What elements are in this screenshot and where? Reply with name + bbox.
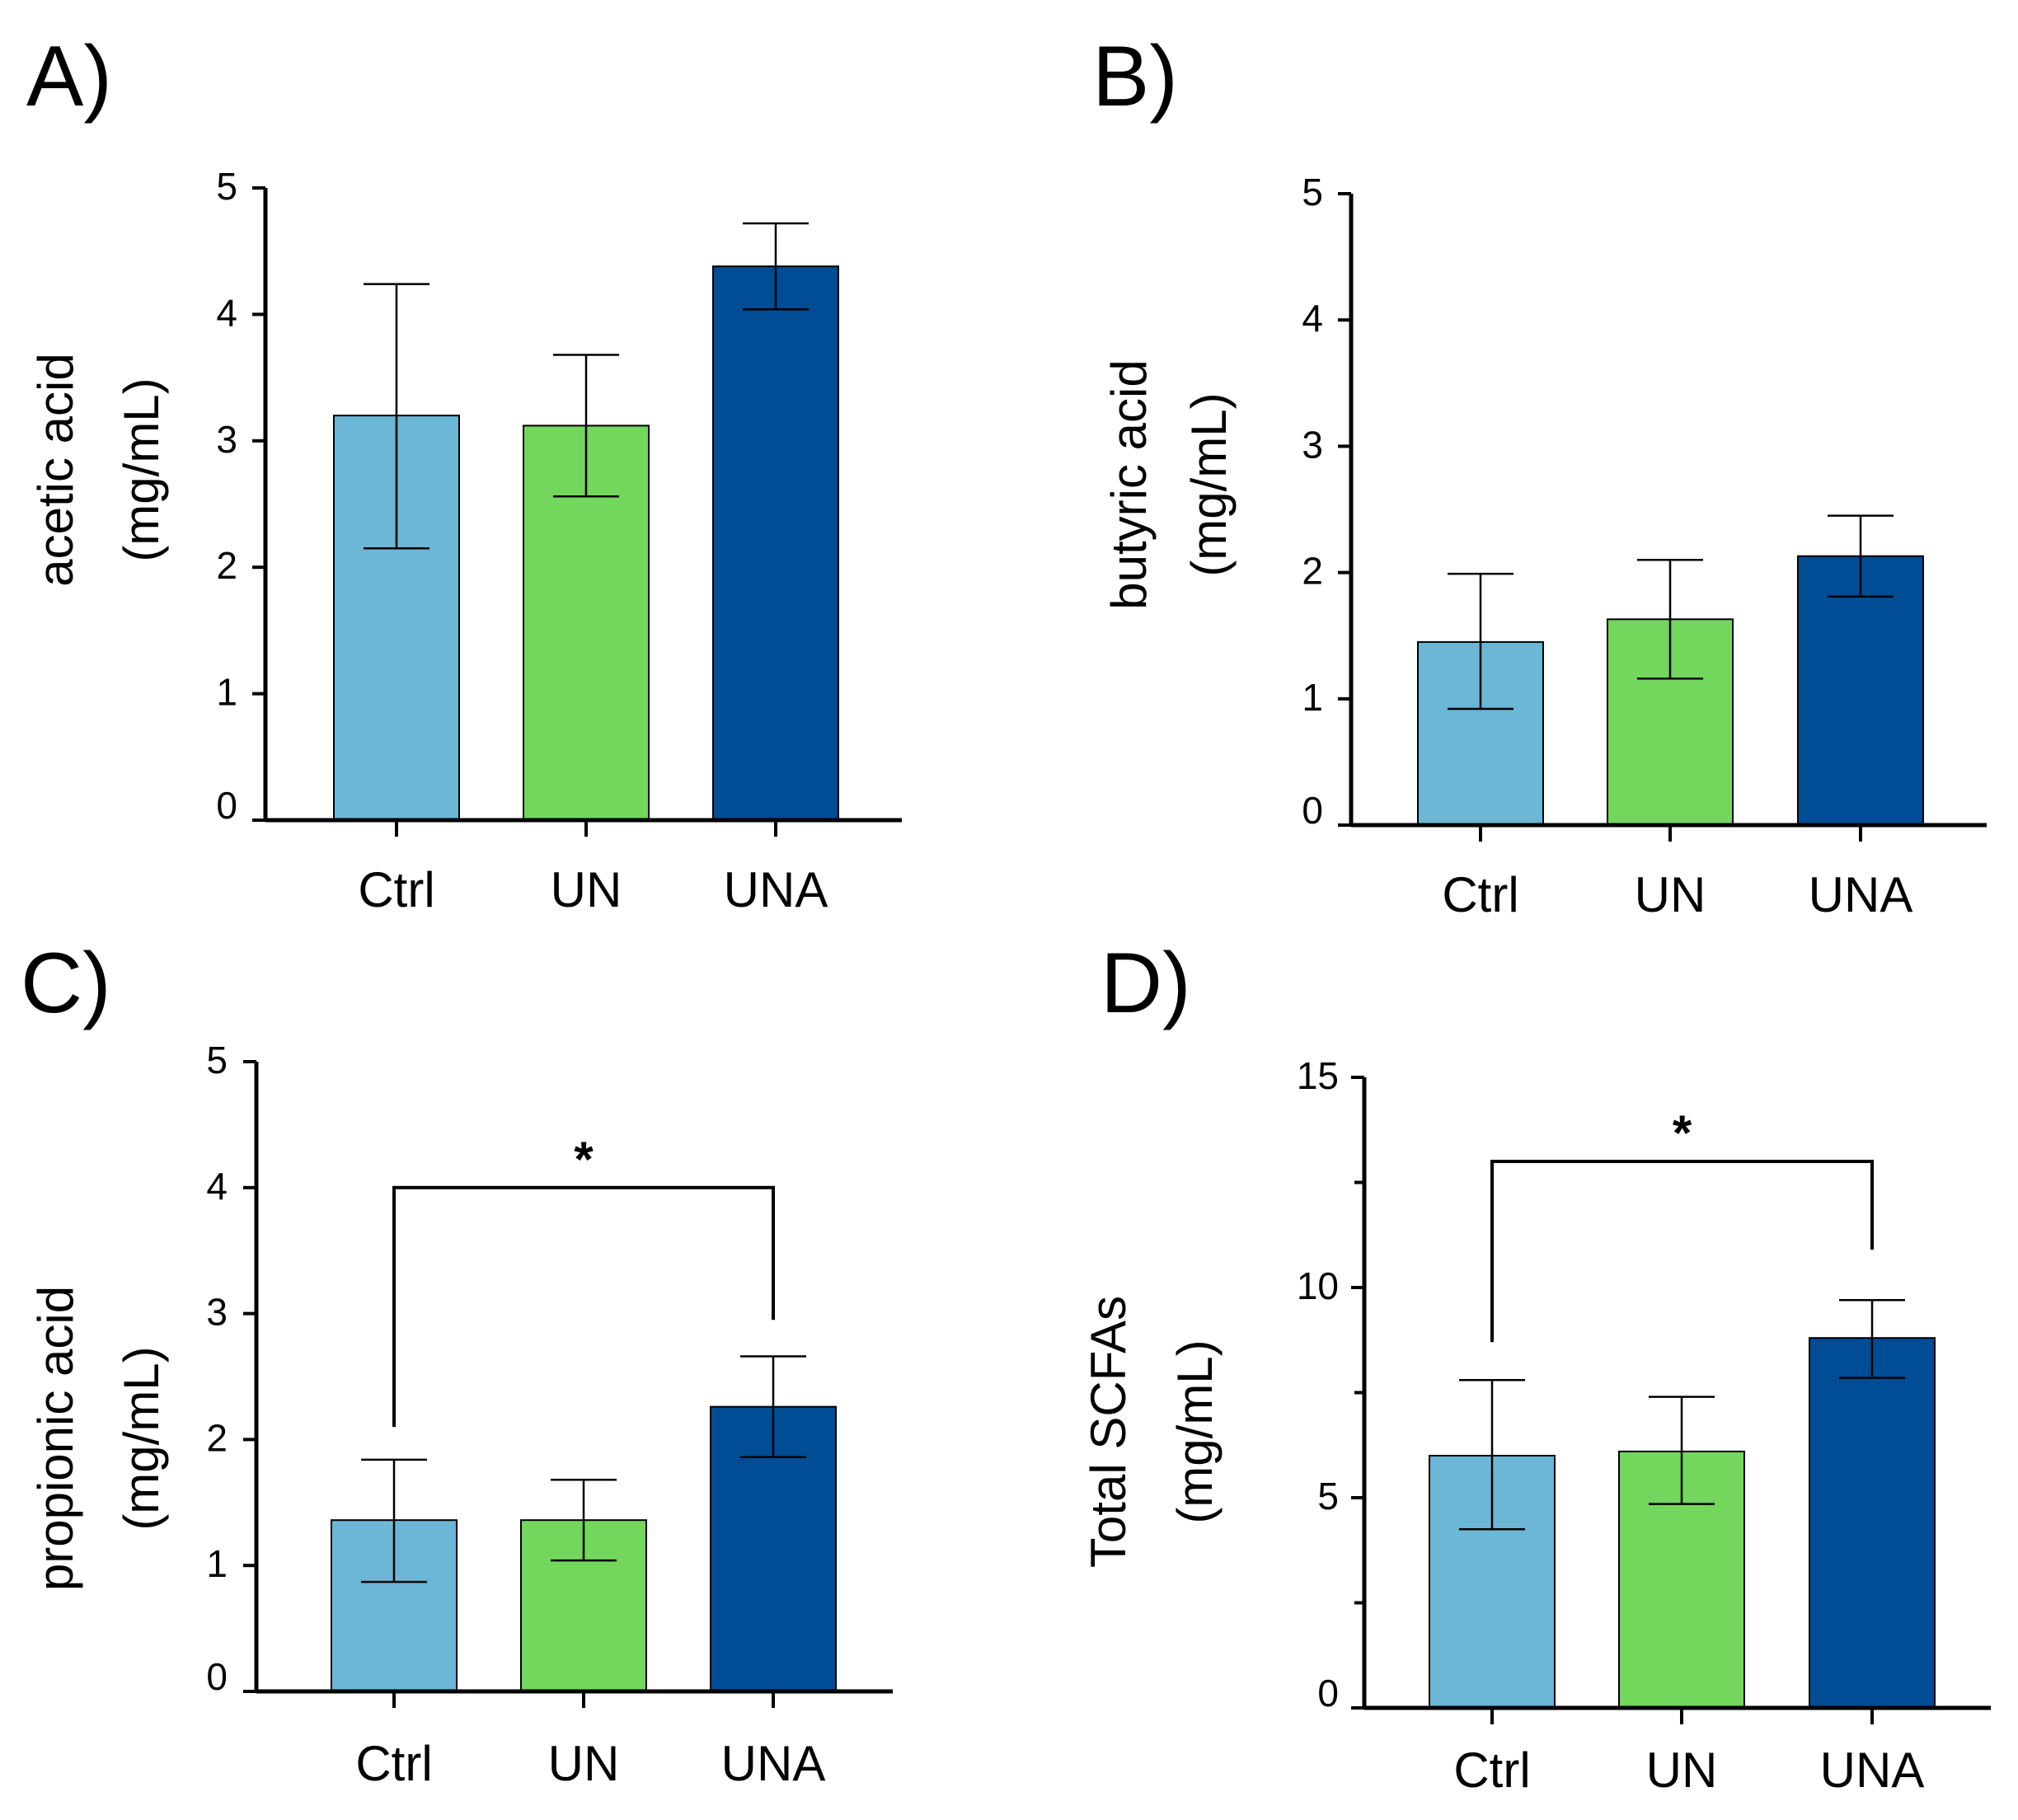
y-axis-title-line1: propionic acid: [28, 1286, 83, 1591]
panel-label: D): [1101, 936, 1191, 1031]
category-label-un: UN: [548, 1736, 620, 1791]
panel-label: C): [21, 936, 111, 1031]
y-tick-label: 1: [1302, 676, 1323, 719]
bar-una: [1809, 1337, 1936, 1709]
y-tick-label: 1: [216, 671, 237, 714]
y-axis-title-line2: (mg/mL): [1167, 1339, 1223, 1523]
bar-una: [712, 265, 839, 822]
category-label-un: UN: [1646, 1743, 1718, 1798]
category-label-una: UNA: [1809, 867, 1913, 922]
y-tick-label: 2: [206, 1416, 228, 1459]
y-tick-label: 10: [1297, 1264, 1339, 1307]
chart-panel-a: A) acetic acid (mg/mL) Ctrl UN UNA 0 1 2 3 4 5: [26, 29, 902, 917]
chart-panel-d: D) Total SCFAs (mg/mL) Ctrl UN UNA 0 5 10 15 *: [1081, 936, 1991, 1798]
chart-panel-b: B) butyric acid (mg/mL) Ctrl UN UNA 0 1 2 3 4 5: [1092, 29, 1987, 922]
y-tick-label: 5: [1302, 171, 1323, 213]
significance-bracket: [1490, 1160, 1874, 1343]
category-label-una: UNA: [721, 1736, 826, 1791]
y-tick-label: 4: [1302, 297, 1323, 340]
category-label-un: UN: [1635, 867, 1706, 922]
y-tick-label: 2: [216, 544, 237, 587]
chart-panel-c: C) propionic acid (mg/mL) Ctrl UN UNA 0 1 2 3 4 5 *: [21, 936, 893, 1791]
y-tick-label: 3: [1302, 423, 1323, 466]
y-axis-title-line2: (mg/mL): [1181, 392, 1237, 576]
y-tick-label: 3: [206, 1291, 228, 1334]
category-label-una: UNA: [1820, 1743, 1925, 1798]
y-tick-label: 0: [216, 784, 237, 827]
y-axis-title-line2: (mg/mL): [114, 1346, 169, 1530]
significance-star: *: [574, 1132, 594, 1187]
y-tick-label: 3: [216, 418, 237, 461]
y-tick-label: 4: [216, 291, 237, 334]
y-axis-title-line2: (mg/mL): [114, 378, 169, 561]
significance-star: *: [1673, 1105, 1692, 1161]
y-axis-title-line1: acetic acid: [28, 353, 83, 586]
y-tick-label: 1: [206, 1542, 228, 1585]
category-label-un: UN: [551, 862, 622, 917]
y-tick-label: 5: [1317, 1475, 1339, 1517]
y-axis-title-line1: Total SCFAs: [1081, 1296, 1136, 1568]
category-label-una: UNA: [724, 862, 828, 917]
y-tick-label: 0: [1302, 789, 1323, 832]
category-label-ctrl: Ctrl: [1453, 1743, 1530, 1798]
y-tick-label: 4: [206, 1165, 228, 1208]
y-tick-label: 2: [1302, 550, 1323, 593]
category-label-ctrl: Ctrl: [1442, 867, 1518, 922]
category-label-ctrl: Ctrl: [355, 1736, 432, 1791]
category-label-ctrl: Ctrl: [358, 862, 434, 917]
bar-una: [1797, 555, 1924, 827]
significance-bracket: [392, 1185, 775, 1428]
y-axis-title-line1: butyric acid: [1101, 359, 1157, 609]
panel-label: B): [1092, 29, 1178, 124]
y-tick-label: 5: [206, 1039, 228, 1081]
y-tick-label: 0: [1317, 1672, 1339, 1714]
y-tick-label: 5: [216, 165, 237, 208]
y-tick-label: 0: [206, 1655, 228, 1698]
y-tick-label: 15: [1297, 1054, 1339, 1097]
panel-label: A): [26, 29, 112, 124]
